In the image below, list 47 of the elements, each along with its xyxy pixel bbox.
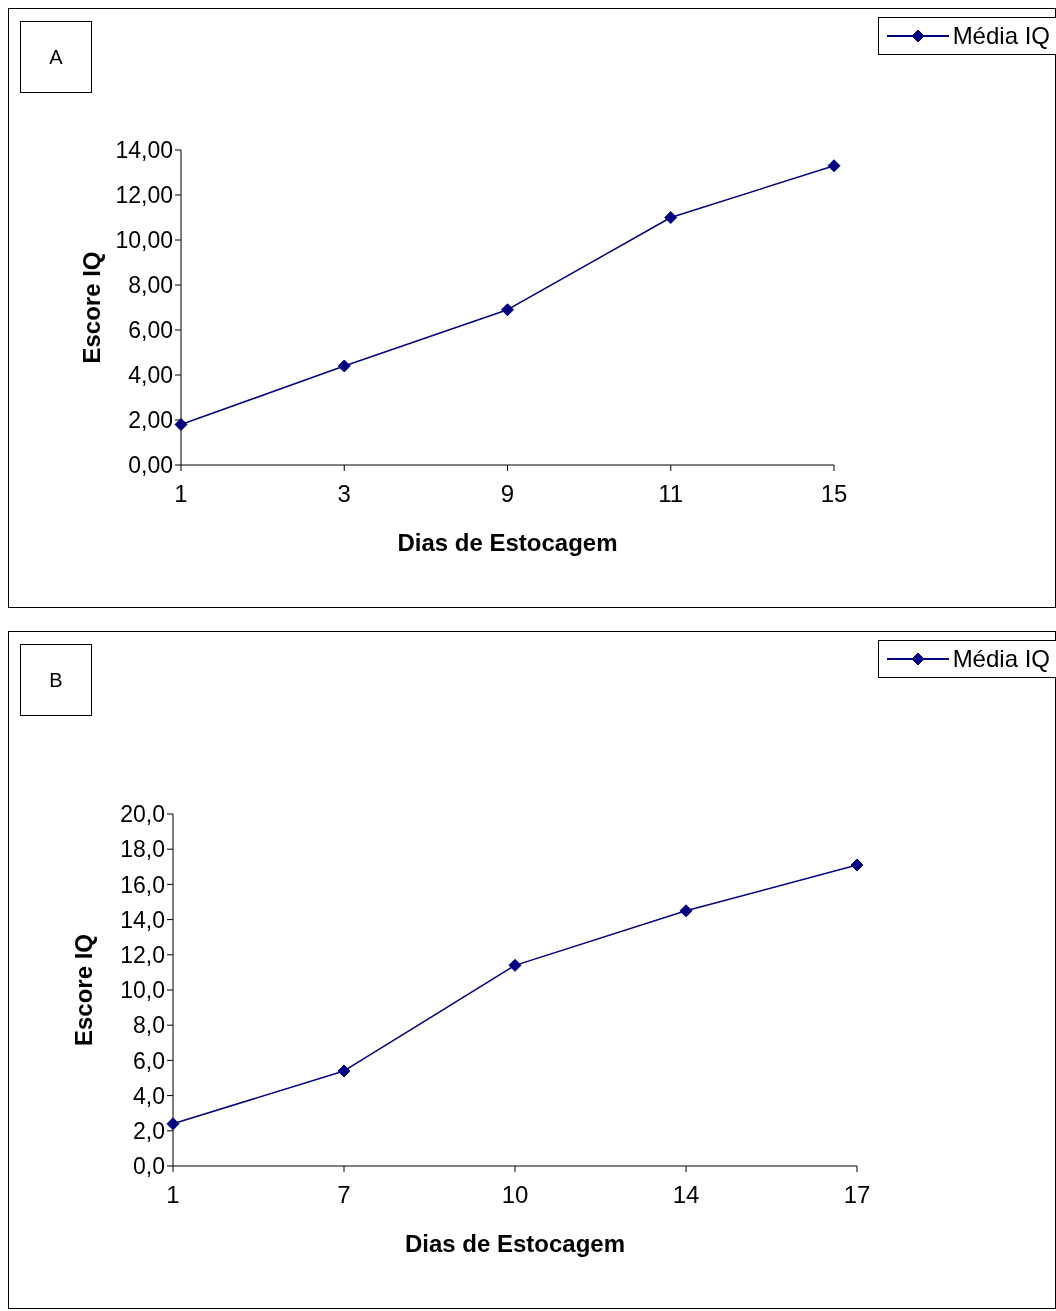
y-tick-label: 10,00: [115, 227, 173, 254]
x-tick-label: 7: [337, 1181, 351, 1209]
y-tick-label: 6,0: [133, 1047, 165, 1074]
point: [166, 1117, 180, 1131]
legend-label: Média IQ: [952, 645, 1050, 673]
point: [827, 159, 841, 173]
y-tick-label: 14,00: [115, 137, 173, 164]
y-tick-label: 20,0: [120, 801, 165, 828]
y-tick-label: 4,00: [128, 362, 173, 389]
point: [664, 211, 678, 224]
y-tick-label: 12,0: [120, 941, 165, 968]
y-tick-label: 8,0: [133, 1012, 165, 1039]
y-tick-label: 0,0: [133, 1153, 165, 1180]
point: [337, 359, 351, 373]
y-tick-label: 4,0: [133, 1082, 165, 1109]
x-tick-label: 3: [337, 480, 351, 508]
x-tick-label: 1: [166, 1181, 180, 1209]
y-tick-label: 16,0: [120, 871, 165, 898]
x-tick-label: 17: [843, 1181, 871, 1209]
x-axis-title: Dias de Estocagem: [397, 529, 618, 556]
point: [174, 418, 188, 431]
x-tick-label: 14: [672, 1181, 700, 1209]
y-tick-label: 2,00: [128, 407, 173, 434]
x-tick-label: 10: [501, 1181, 529, 1209]
y-tick-label: 2,0: [133, 1117, 165, 1144]
point: [337, 1064, 351, 1078]
y-tick-label: 8,00: [128, 272, 173, 299]
point: [508, 958, 522, 972]
x-axis-title: Dias de Estocagem: [404, 1230, 626, 1257]
x-tick-label: 15: [820, 480, 848, 508]
point: [501, 303, 514, 317]
chart-title: A: [20, 21, 92, 93]
point: [679, 904, 693, 918]
x-tick-label: 9: [500, 480, 515, 508]
y-tick-label: 10,0: [120, 977, 165, 1004]
x-tick-label: 11: [658, 480, 684, 508]
chart-title: B: [20, 644, 92, 716]
y-tick-label: 14,0: [120, 906, 165, 933]
y-tick-label: 18,0: [120, 836, 165, 863]
y-tick-label: 0,00: [128, 452, 173, 479]
point: [850, 858, 864, 872]
y-axis-title: Escore IQ: [77, 251, 105, 364]
y-axis-title: Escore IQ: [69, 933, 97, 1047]
legend-label: Média IQ: [952, 22, 1050, 50]
y-tick-label: 6,00: [128, 317, 173, 344]
x-tick-label: 1: [174, 480, 188, 508]
y-tick-label: 12,00: [115, 182, 173, 209]
